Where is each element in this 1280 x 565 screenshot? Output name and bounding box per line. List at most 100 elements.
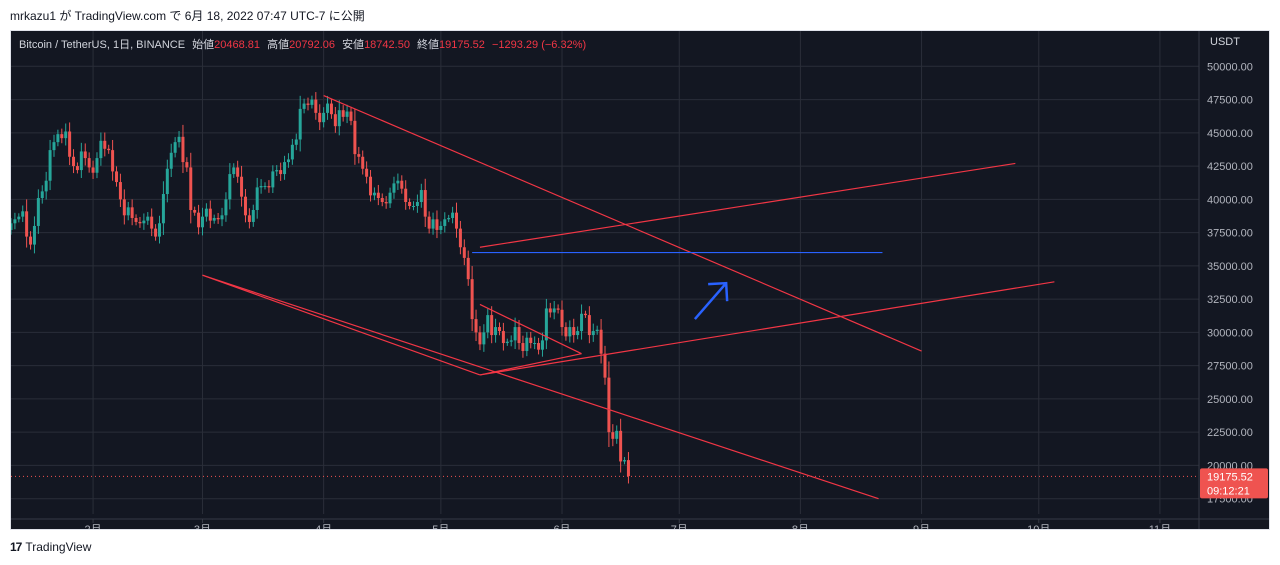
- candle-body: [380, 198, 384, 203]
- candle-body: [365, 168, 369, 177]
- candle-body: [286, 159, 290, 163]
- candle-body: [185, 162, 189, 168]
- price-tick-label: 27500.00: [1207, 361, 1253, 373]
- candle-body: [302, 103, 306, 109]
- candle-body: [232, 167, 236, 175]
- candle-body: [228, 174, 232, 200]
- candle-body: [52, 142, 56, 151]
- candle-body: [384, 202, 388, 204]
- candle-body: [107, 148, 111, 151]
- candle-body: [431, 219, 435, 229]
- price-tick-label: 32500.00: [1207, 294, 1253, 306]
- candle-body: [40, 191, 44, 199]
- price-tick-label: 35000.00: [1207, 261, 1253, 273]
- candle-body: [337, 110, 341, 127]
- candle-body: [310, 99, 314, 105]
- candle-body: [220, 215, 224, 220]
- candle-body: [322, 112, 326, 123]
- candle-body: [60, 134, 64, 139]
- candle-body: [619, 430, 623, 462]
- candle-body: [564, 327, 568, 337]
- candle-body: [263, 186, 267, 188]
- trendline-ascending-lower-extension: [479, 281, 1055, 376]
- bar-countdown-label: 09:12:21: [1207, 485, 1250, 497]
- candle-body: [87, 158, 91, 168]
- candle-body: [419, 190, 423, 203]
- candle-body: [64, 131, 68, 139]
- candle-body: [118, 182, 122, 200]
- candle-body: [329, 103, 333, 115]
- candle-body: [99, 140, 103, 159]
- candle-body: [556, 308, 560, 310]
- candle-body: [544, 308, 548, 341]
- candle-body: [298, 108, 302, 140]
- candle-body: [451, 212, 455, 218]
- candle-body: [470, 279, 474, 320]
- candle-body: [357, 154, 361, 157]
- candle-body: [208, 208, 212, 221]
- price-tick-label: 50000.00: [1207, 61, 1253, 73]
- low-label: 安値: [342, 39, 365, 51]
- time-tick-label: 2月: [85, 524, 102, 529]
- last-price-badge: [1200, 468, 1268, 499]
- candle-body: [212, 217, 216, 221]
- candle-body: [275, 170, 279, 172]
- trendline-descending-upper: [323, 95, 922, 352]
- price-tick-label: 45000.00: [1207, 128, 1253, 140]
- candle-body: [423, 190, 427, 217]
- candle-body: [75, 166, 79, 171]
- price-chart[interactable]: 17500.0020000.0022500.0025000.0027500.00…: [11, 31, 1269, 529]
- candle-body: [197, 212, 201, 228]
- candle-body: [400, 180, 404, 189]
- time-tick-label: 3月: [194, 524, 211, 529]
- candle-body: [462, 247, 466, 258]
- candle-body: [427, 216, 431, 229]
- candle-body: [21, 211, 25, 217]
- candle-body: [111, 150, 115, 172]
- candle-body: [505, 341, 509, 344]
- candle-body: [32, 225, 36, 245]
- candle-body: [318, 112, 322, 123]
- candle-body: [587, 315, 591, 336]
- candle-body: [615, 430, 619, 439]
- candle-body: [290, 144, 294, 160]
- price-tick-label: 22500.00: [1207, 427, 1253, 439]
- candle-body: [181, 136, 185, 163]
- candle-body: [165, 168, 169, 195]
- candle-body: [279, 170, 283, 175]
- price-tick-label: 37500.00: [1207, 228, 1253, 240]
- open-label: 始値: [192, 39, 215, 51]
- candle-body: [306, 103, 310, 105]
- time-tick-label: 10月: [1027, 524, 1050, 529]
- candle-body: [341, 110, 345, 117]
- candle-body: [333, 114, 337, 127]
- candle-body: [271, 171, 275, 188]
- candle-body: [560, 309, 564, 328]
- candle-body: [580, 313, 584, 332]
- candle-body: [216, 217, 220, 220]
- close-value: 19175.52: [439, 39, 485, 51]
- candle-body: [412, 206, 416, 207]
- symbol-label: Bitcoin / TetherUS, 1日, BINANCE: [19, 39, 186, 51]
- price-tick-label: 42500.00: [1207, 161, 1253, 173]
- candle-body: [154, 228, 158, 237]
- candle-body: [122, 199, 126, 216]
- candle-body: [83, 151, 87, 159]
- candle-body: [294, 139, 298, 145]
- candle-body: [583, 313, 587, 316]
- price-tick-label: 25000.00: [1207, 394, 1253, 406]
- candle-body: [103, 140, 107, 149]
- candle-body: [591, 331, 595, 336]
- candle-body: [415, 202, 419, 206]
- chart-frame[interactable]: 17500.00 20000.00 22500.00 25000.00 27500.00…: [10, 30, 1270, 530]
- candle-body: [490, 315, 494, 336]
- high-label: 高値: [267, 39, 290, 51]
- candle-body: [552, 308, 556, 313]
- change-value: −1293.29 (−6.32%): [491, 39, 587, 51]
- price-tick-label: 40000.00: [1207, 194, 1253, 206]
- candle-body: [91, 167, 95, 173]
- candle-body: [599, 329, 603, 354]
- trendline-ascending-wedge-lower: [202, 274, 481, 376]
- candle-body: [29, 236, 33, 245]
- candle-body: [243, 196, 247, 216]
